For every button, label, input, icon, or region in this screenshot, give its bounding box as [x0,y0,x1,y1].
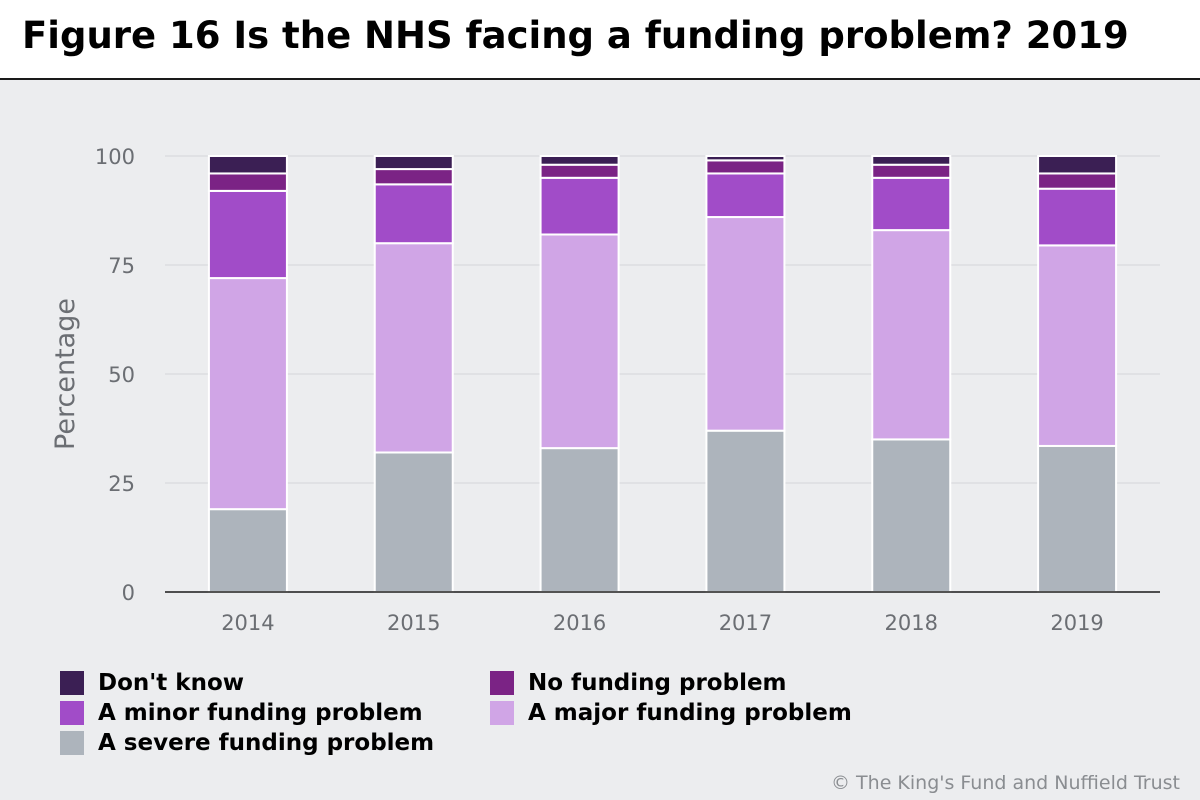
x-tick-label-2015: 2015 [387,611,440,635]
legend-label-no-funding-problem: No funding problem [528,670,787,696]
bar-segment-2018-no-funding-problem [871,163,952,179]
y-tick-label-0: 0 [122,581,135,605]
legend-label-minor-funding-problem: A minor funding problem [98,700,423,726]
bar-segment-2014-a-major-funding-problem [207,277,288,511]
x-tick-label-2018: 2018 [885,611,938,635]
legend-swatch-major-funding-problem [490,701,514,725]
legend-label-severe-funding-problem: A severe funding problem [98,730,435,756]
legend: Don't know No funding problem A minor fu… [60,670,960,770]
copyright-credit: © The King's Fund and Nuffield Trust [831,772,1180,794]
bar-segment-2014-a-severe-funding-problem [207,508,288,593]
legend-swatch-no-funding-problem [490,671,514,695]
bar-segment-2019-don-t-know [1037,155,1118,175]
legend-label-dont-know: Don't know [98,670,245,696]
bar-segment-2014-a-minor-funding-problem [207,189,288,280]
bar-segment-2017-don-t-know [705,155,786,162]
y-tick-label-75: 75 [108,254,135,278]
legend-item-major-funding-problem: A major funding problem [490,700,852,726]
bar-segment-2019-a-minor-funding-problem [1037,187,1118,247]
bar-segment-2015-a-major-funding-problem [373,242,454,454]
bar-segment-2019-a-major-funding-problem [1037,244,1118,447]
header-bar: Figure 16 Is the NHS facing a funding pr… [0,0,1200,80]
legend-label-major-funding-problem: A major funding problem [528,700,852,726]
legend-item-severe-funding-problem: A severe funding problem [60,730,434,756]
bar-segment-2014-don-t-know [207,155,288,175]
bar-segment-2016-a-minor-funding-problem [539,176,620,236]
y-tick-label-100: 100 [95,145,135,169]
bar-segment-2018-a-severe-funding-problem [871,438,952,593]
bar-segment-2019-a-severe-funding-problem [1037,444,1118,593]
y-axis-label: Percentage [50,298,81,450]
bar-segment-2015-no-funding-problem [373,168,454,186]
legend-item-no-funding-problem: No funding problem [490,670,787,696]
bar-segment-2015-don-t-know [373,155,454,171]
stacked-bar-chart: 0 25 50 75 100 Percentage 2014 2015 2016 2017 2018… [50,145,1160,635]
bar-segment-2018-a-minor-funding-problem [871,176,952,232]
bar-segment-2016-no-funding-problem [539,163,620,179]
bar-segment-2016-a-severe-funding-problem [539,447,620,593]
chart-title: Figure 16 Is the NHS facing a funding pr… [22,14,1129,57]
y-tick-label-50: 50 [108,363,135,387]
bar-segment-2018-a-major-funding-problem [871,229,952,441]
x-tick-label-2017: 2017 [719,611,772,635]
bar-segment-2015-a-minor-funding-problem [373,183,454,245]
x-tick-label-2019: 2019 [1050,611,1103,635]
legend-swatch-minor-funding-problem [60,701,84,725]
bar-segment-2017-a-severe-funding-problem [705,429,786,593]
legend-swatch-dont-know [60,671,84,695]
legend-item-minor-funding-problem: A minor funding problem [60,700,423,726]
bar-segment-2018-don-t-know [871,155,952,166]
legend-swatch-severe-funding-problem [60,731,84,755]
bar-segment-2017-no-funding-problem [705,159,786,175]
x-tick-label-2016: 2016 [553,611,606,635]
bar-segment-2015-a-severe-funding-problem [373,451,454,594]
bar-segment-2014-no-funding-problem [207,172,288,192]
y-tick-label-25: 25 [108,472,135,496]
bar-segment-2017-a-major-funding-problem [705,216,786,432]
bar-segment-2017-a-minor-funding-problem [705,172,786,219]
x-tick-label-2014: 2014 [221,611,274,635]
bar-segment-2016-a-major-funding-problem [539,233,620,450]
legend-item-dont-know: Don't know [60,670,244,696]
bar-segment-2019-no-funding-problem [1037,172,1118,190]
bar-segment-2016-don-t-know [539,155,620,166]
